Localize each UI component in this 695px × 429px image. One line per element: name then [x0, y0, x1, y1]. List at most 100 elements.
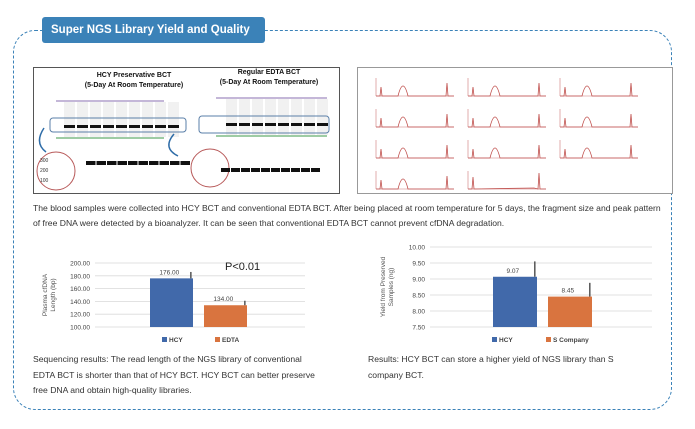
- gel-zoom-band: [241, 168, 250, 172]
- ep-trace: [560, 82, 638, 97]
- ladder-label: 100: [40, 178, 49, 184]
- bar-s-company: [548, 296, 592, 327]
- gel-zoom-band: [251, 168, 260, 172]
- gel-band: [103, 125, 114, 128]
- bar-hcy: [150, 278, 193, 327]
- ep-trace: [376, 82, 454, 97]
- gel-band: [278, 123, 289, 126]
- ladder-label: 200: [40, 168, 49, 174]
- gel-band: [252, 123, 263, 126]
- ep-trace: [468, 113, 546, 128]
- gel-band: [265, 123, 276, 126]
- legend-label: EDTA: [222, 337, 240, 344]
- y-tick-label: 7.50: [412, 325, 425, 332]
- y-tick-label: 180.00: [70, 273, 90, 280]
- data-label: 8.45: [561, 288, 574, 295]
- ep-trace: [560, 144, 638, 159]
- y-axis-title: Plasma cfDNALength (bp): [42, 273, 57, 316]
- gel-lane: [64, 102, 75, 137]
- gel-zoom-band: [117, 161, 127, 165]
- ep-trace: [376, 144, 454, 159]
- zoom-circle: [36, 151, 76, 191]
- data-label: 9.07: [506, 268, 519, 275]
- gel-band: [168, 125, 179, 128]
- gel-band: [155, 125, 166, 128]
- gel-zoom-band: [107, 161, 117, 165]
- gel-zoom-band: [138, 161, 148, 165]
- highlight-box: [49, 117, 187, 133]
- y-tick-label: 9.50: [412, 261, 425, 268]
- ep-trace: [560, 113, 638, 128]
- legend-swatch: [546, 337, 551, 342]
- gel-left-title-2: (5-Day At Room Temperature): [84, 82, 184, 89]
- y-axis-title: Yield from PreservedSamples (ng): [380, 256, 395, 317]
- y-tick-label: 8.50: [412, 293, 425, 300]
- section-title: Super NGS Library Yield and Quality: [42, 17, 265, 43]
- gel-zoom-band: [221, 168, 230, 172]
- gel-lane: [304, 99, 315, 135]
- gel-band: [77, 125, 88, 128]
- gel-zoom-band: [311, 168, 320, 172]
- gel-zoom-band: [96, 161, 106, 165]
- gel-lane: [103, 102, 114, 137]
- gel-lane: [155, 102, 166, 137]
- y-tick-label: 9.00: [412, 277, 425, 284]
- gel-zoom-band: [291, 168, 300, 172]
- bar-hcy: [493, 276, 537, 327]
- gel-lane: [142, 102, 153, 137]
- ep-trace: [376, 175, 454, 190]
- electropherogram-image: [357, 67, 673, 194]
- gel-zoom-band: [128, 161, 138, 165]
- y-tick-label: 140.00: [70, 299, 90, 306]
- ep-trace: [376, 113, 454, 128]
- gel-band: [304, 123, 315, 126]
- gel-lane: [168, 102, 179, 137]
- legend-label: S Company: [553, 337, 589, 344]
- legend-swatch: [492, 337, 497, 342]
- left-caption: Sequencing results: The read length of t…: [33, 354, 315, 395]
- y-tick-label: 160.00: [70, 286, 90, 293]
- gel-lane: [278, 99, 289, 135]
- gel-lane: [129, 102, 140, 137]
- gel-lanes-graphic: 300 200 100: [36, 97, 330, 191]
- arrow-icon: [168, 133, 179, 157]
- gel-band: [116, 125, 127, 128]
- ep-trace: [468, 82, 546, 97]
- gel-zoom-band: [261, 168, 270, 172]
- y-tick-label: 10.00: [409, 245, 426, 252]
- bar-edta: [204, 305, 247, 327]
- gel-band: [226, 123, 237, 126]
- y-axis-title-line: Plasma cfDNA: [42, 273, 49, 316]
- gel-lane: [265, 99, 276, 135]
- y-tick-label: 8.00: [412, 309, 425, 316]
- gel-band: [291, 123, 302, 126]
- ladder-label: 300: [40, 158, 49, 164]
- y-axis-title-line: Length (bp): [50, 278, 57, 311]
- legend-swatch: [215, 337, 220, 342]
- cfdna-length-chart: 100.00 120.00 140.00 160.00 180.00 200.00 Plas…: [42, 261, 305, 344]
- data-label: 134.00: [213, 296, 233, 303]
- section-frame: [13, 30, 672, 410]
- data-label: 176.00: [159, 269, 179, 276]
- right-caption: Results: HCY BCT can store a higher yiel…: [368, 354, 614, 380]
- y-tick-label: 100.00: [70, 325, 90, 332]
- gel-zoom-band: [281, 168, 290, 172]
- y-tick-label: 200.00: [70, 261, 90, 268]
- gel-right-title-2: (5-Day At Room Temperature): [219, 79, 319, 86]
- gel-band: [239, 123, 250, 126]
- gel-electrophoresis-image: HCY Preservative BCT (5-Day At Room Temp…: [33, 67, 340, 194]
- y-axis-title-line: Yield from Preserved: [380, 256, 387, 317]
- gel-zoom-band: [271, 168, 280, 172]
- gel-zoom-band: [180, 161, 190, 165]
- gel-zoom-band: [301, 168, 310, 172]
- gel-band: [142, 125, 153, 128]
- legend-label: HCY: [499, 337, 513, 344]
- gel-zoom-band: [149, 161, 159, 165]
- gel-lane: [90, 102, 101, 137]
- gel-zoom-band: [231, 168, 240, 172]
- gel-lane: [317, 99, 328, 135]
- gel-lane: [116, 102, 127, 137]
- gel-left-title-1: HCY Preservative BCT: [96, 72, 172, 79]
- y-axis-title-line: Samples (ng): [388, 268, 395, 307]
- gel-band: [90, 125, 101, 128]
